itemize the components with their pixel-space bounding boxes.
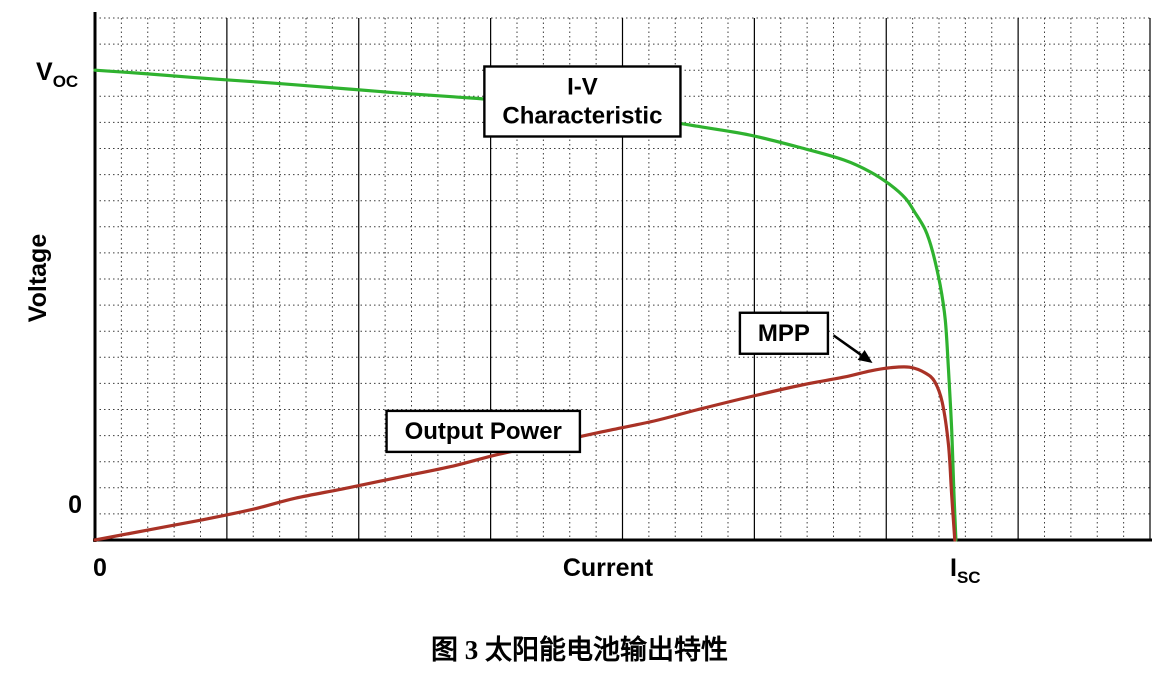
output-power-label-box [385,409,582,454]
mpp-arrowhead [857,350,873,364]
x-axis-title: Current [563,554,654,582]
mpp-label: MPP [738,311,873,364]
x-axis-zero-label: 0 [93,554,107,582]
i-sc-label: ISC [950,554,981,587]
output-power-label-text: Output Power [405,418,562,445]
iv-characteristic-curve [93,68,958,542]
output-power-label: Output Power [385,409,582,454]
v-oc-label: VOC [36,58,78,91]
output-power-curve [93,365,957,542]
y-axis-title: Voltage [24,234,52,323]
iv-characteristic-label-text: I-V Characteristic [502,73,662,129]
y-axis-zero-label: 0 [68,491,82,519]
mpp-arrow-line [832,334,862,357]
mpp-label-box [738,311,830,355]
mpp-label-text: MPP [758,320,810,347]
iv-power-chart: I-V Characteristic MPP Output Power VOC Volta… [24,12,1152,587]
iv-characteristic-label-box [483,65,682,138]
iv-characteristic-label: I-V Characteristic [483,65,682,138]
figure-caption: 图 3 太阳能电池输出特性 [431,635,728,665]
